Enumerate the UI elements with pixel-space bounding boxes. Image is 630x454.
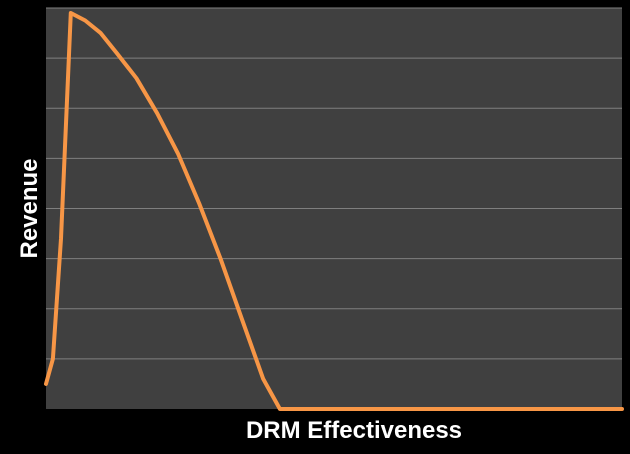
x-axis-title: DRM Effectiveness — [246, 417, 462, 444]
gridlines — [46, 7, 622, 360]
y-axis-title: Revenue — [16, 158, 43, 258]
series-line — [44, 11, 624, 411]
series-layer — [44, 11, 624, 411]
